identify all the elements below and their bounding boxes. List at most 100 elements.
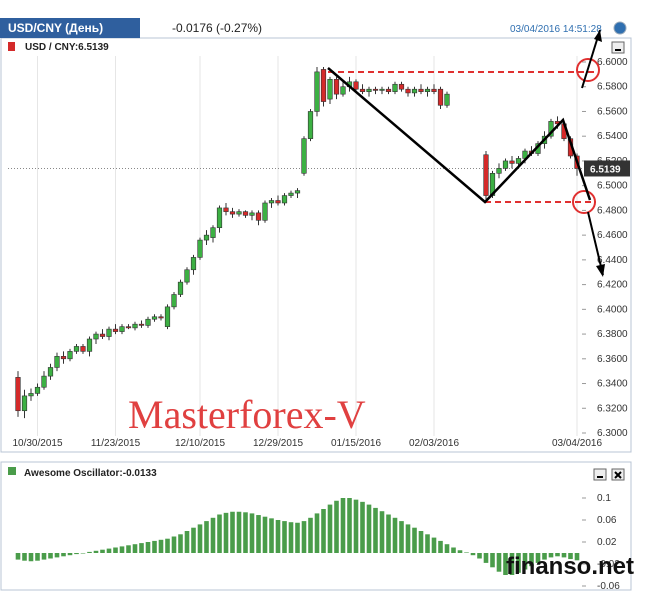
candle-body (379, 88, 385, 91)
osc-bar (496, 553, 502, 572)
candle-body (411, 88, 418, 94)
candle-body (236, 211, 242, 215)
osc-plot: 0.1 0.06 0.02 -0.02 -0.06 (15, 493, 620, 591)
osc-bar (529, 553, 534, 567)
minimize-button[interactable] (611, 41, 625, 54)
candle-body (405, 88, 411, 94)
osc-bar (412, 527, 417, 553)
candle-body (15, 377, 21, 412)
x-tick-label: 11/23/2015 (91, 438, 141, 449)
arrow (587, 211, 604, 276)
tab (0, 18, 140, 38)
osc-bar (373, 507, 378, 553)
v-pattern (327, 67, 592, 204)
x-tick-label: 12/10/2015 (175, 438, 225, 449)
osc-bar (392, 517, 398, 553)
candle-body (418, 88, 424, 92)
osc-bar (74, 553, 79, 555)
osc-bar (516, 553, 521, 573)
osc-bar (249, 513, 255, 553)
candle-body (190, 257, 197, 271)
candle-body (437, 88, 444, 106)
osc-bar (210, 517, 216, 553)
y-tick-label: 6.5000 (597, 181, 628, 192)
osc-bar (399, 521, 404, 553)
candle-body (333, 79, 340, 95)
candle-body (67, 351, 73, 360)
y-tick-label: 6.5800 (597, 82, 628, 93)
candle-body (444, 93, 450, 106)
candle-body (294, 190, 301, 194)
candle-body (164, 306, 171, 327)
osc-bar (61, 553, 66, 557)
change: -0.0176 (-0.27%) (172, 21, 262, 35)
osc-bar (256, 515, 261, 553)
candle-body (392, 83, 398, 92)
osc-bar (113, 547, 118, 553)
osc-bar (542, 553, 547, 560)
osc-bar (555, 553, 560, 557)
osc-bar (288, 522, 294, 553)
minimize-button[interactable] (593, 468, 607, 481)
candle-body (60, 356, 67, 360)
osc-bar (431, 537, 437, 553)
osc-bar (165, 538, 170, 553)
osc-bar (204, 521, 209, 553)
candle-body (509, 160, 515, 164)
osc-bar (22, 553, 27, 561)
y-tick-label: 6.4800 (597, 205, 628, 216)
candle-body (73, 346, 80, 352)
osc-bar (503, 553, 508, 575)
candle-body (288, 192, 294, 196)
y-tick-label: 6.4000 (597, 304, 628, 315)
osc-legend: Awesome Oscillator:-0.0133 (24, 468, 157, 479)
candle-body (385, 88, 392, 92)
osc-bar (568, 553, 573, 560)
candle-body (359, 88, 366, 92)
osc-bar (561, 553, 567, 558)
candle-body (138, 323, 145, 326)
last-price-box (584, 160, 630, 177)
status-icon[interactable] (613, 21, 627, 35)
y-tick-label: 6.3000 (597, 428, 628, 439)
candle-body (262, 202, 268, 221)
y-tick-label: 6.5400 (597, 131, 628, 142)
candle-body (47, 367, 54, 377)
osc-bar (243, 512, 248, 553)
candle-body (112, 328, 119, 332)
main-panel (0, 37, 632, 453)
osc-bar (41, 553, 47, 560)
osc-bar (477, 553, 482, 559)
candle-body (327, 79, 333, 100)
osc-bar (405, 524, 411, 553)
candle-body (275, 200, 281, 204)
candle-body (431, 88, 437, 92)
candle-body (184, 269, 190, 283)
candle-body (307, 111, 314, 139)
candle-body (281, 195, 288, 204)
candle-body (249, 212, 255, 216)
osc-bar (321, 509, 326, 553)
osc-bar (535, 553, 541, 563)
candle-body (496, 168, 502, 174)
osc-bar (470, 553, 476, 556)
circle-mark (576, 58, 600, 82)
last-price-label: 6.5139 (590, 164, 621, 175)
osc-bar (418, 531, 424, 553)
osc-bar (262, 516, 268, 553)
y-tick-label: 6.3600 (597, 354, 628, 365)
candle-body (314, 71, 320, 112)
osc-bar (522, 553, 528, 570)
osc-bar (217, 514, 222, 553)
osc-bar (269, 518, 274, 553)
y-tick-label: -0.06 (597, 581, 620, 591)
candle-body (229, 211, 236, 215)
candle-body (483, 154, 489, 196)
y-tick-label: 0.06 (597, 515, 617, 526)
osc-bar (347, 498, 352, 553)
osc-bar (106, 548, 112, 553)
candle-body (93, 333, 99, 340)
x-tick-label: 02/03/2016 (409, 438, 459, 449)
candle-body (197, 239, 203, 258)
